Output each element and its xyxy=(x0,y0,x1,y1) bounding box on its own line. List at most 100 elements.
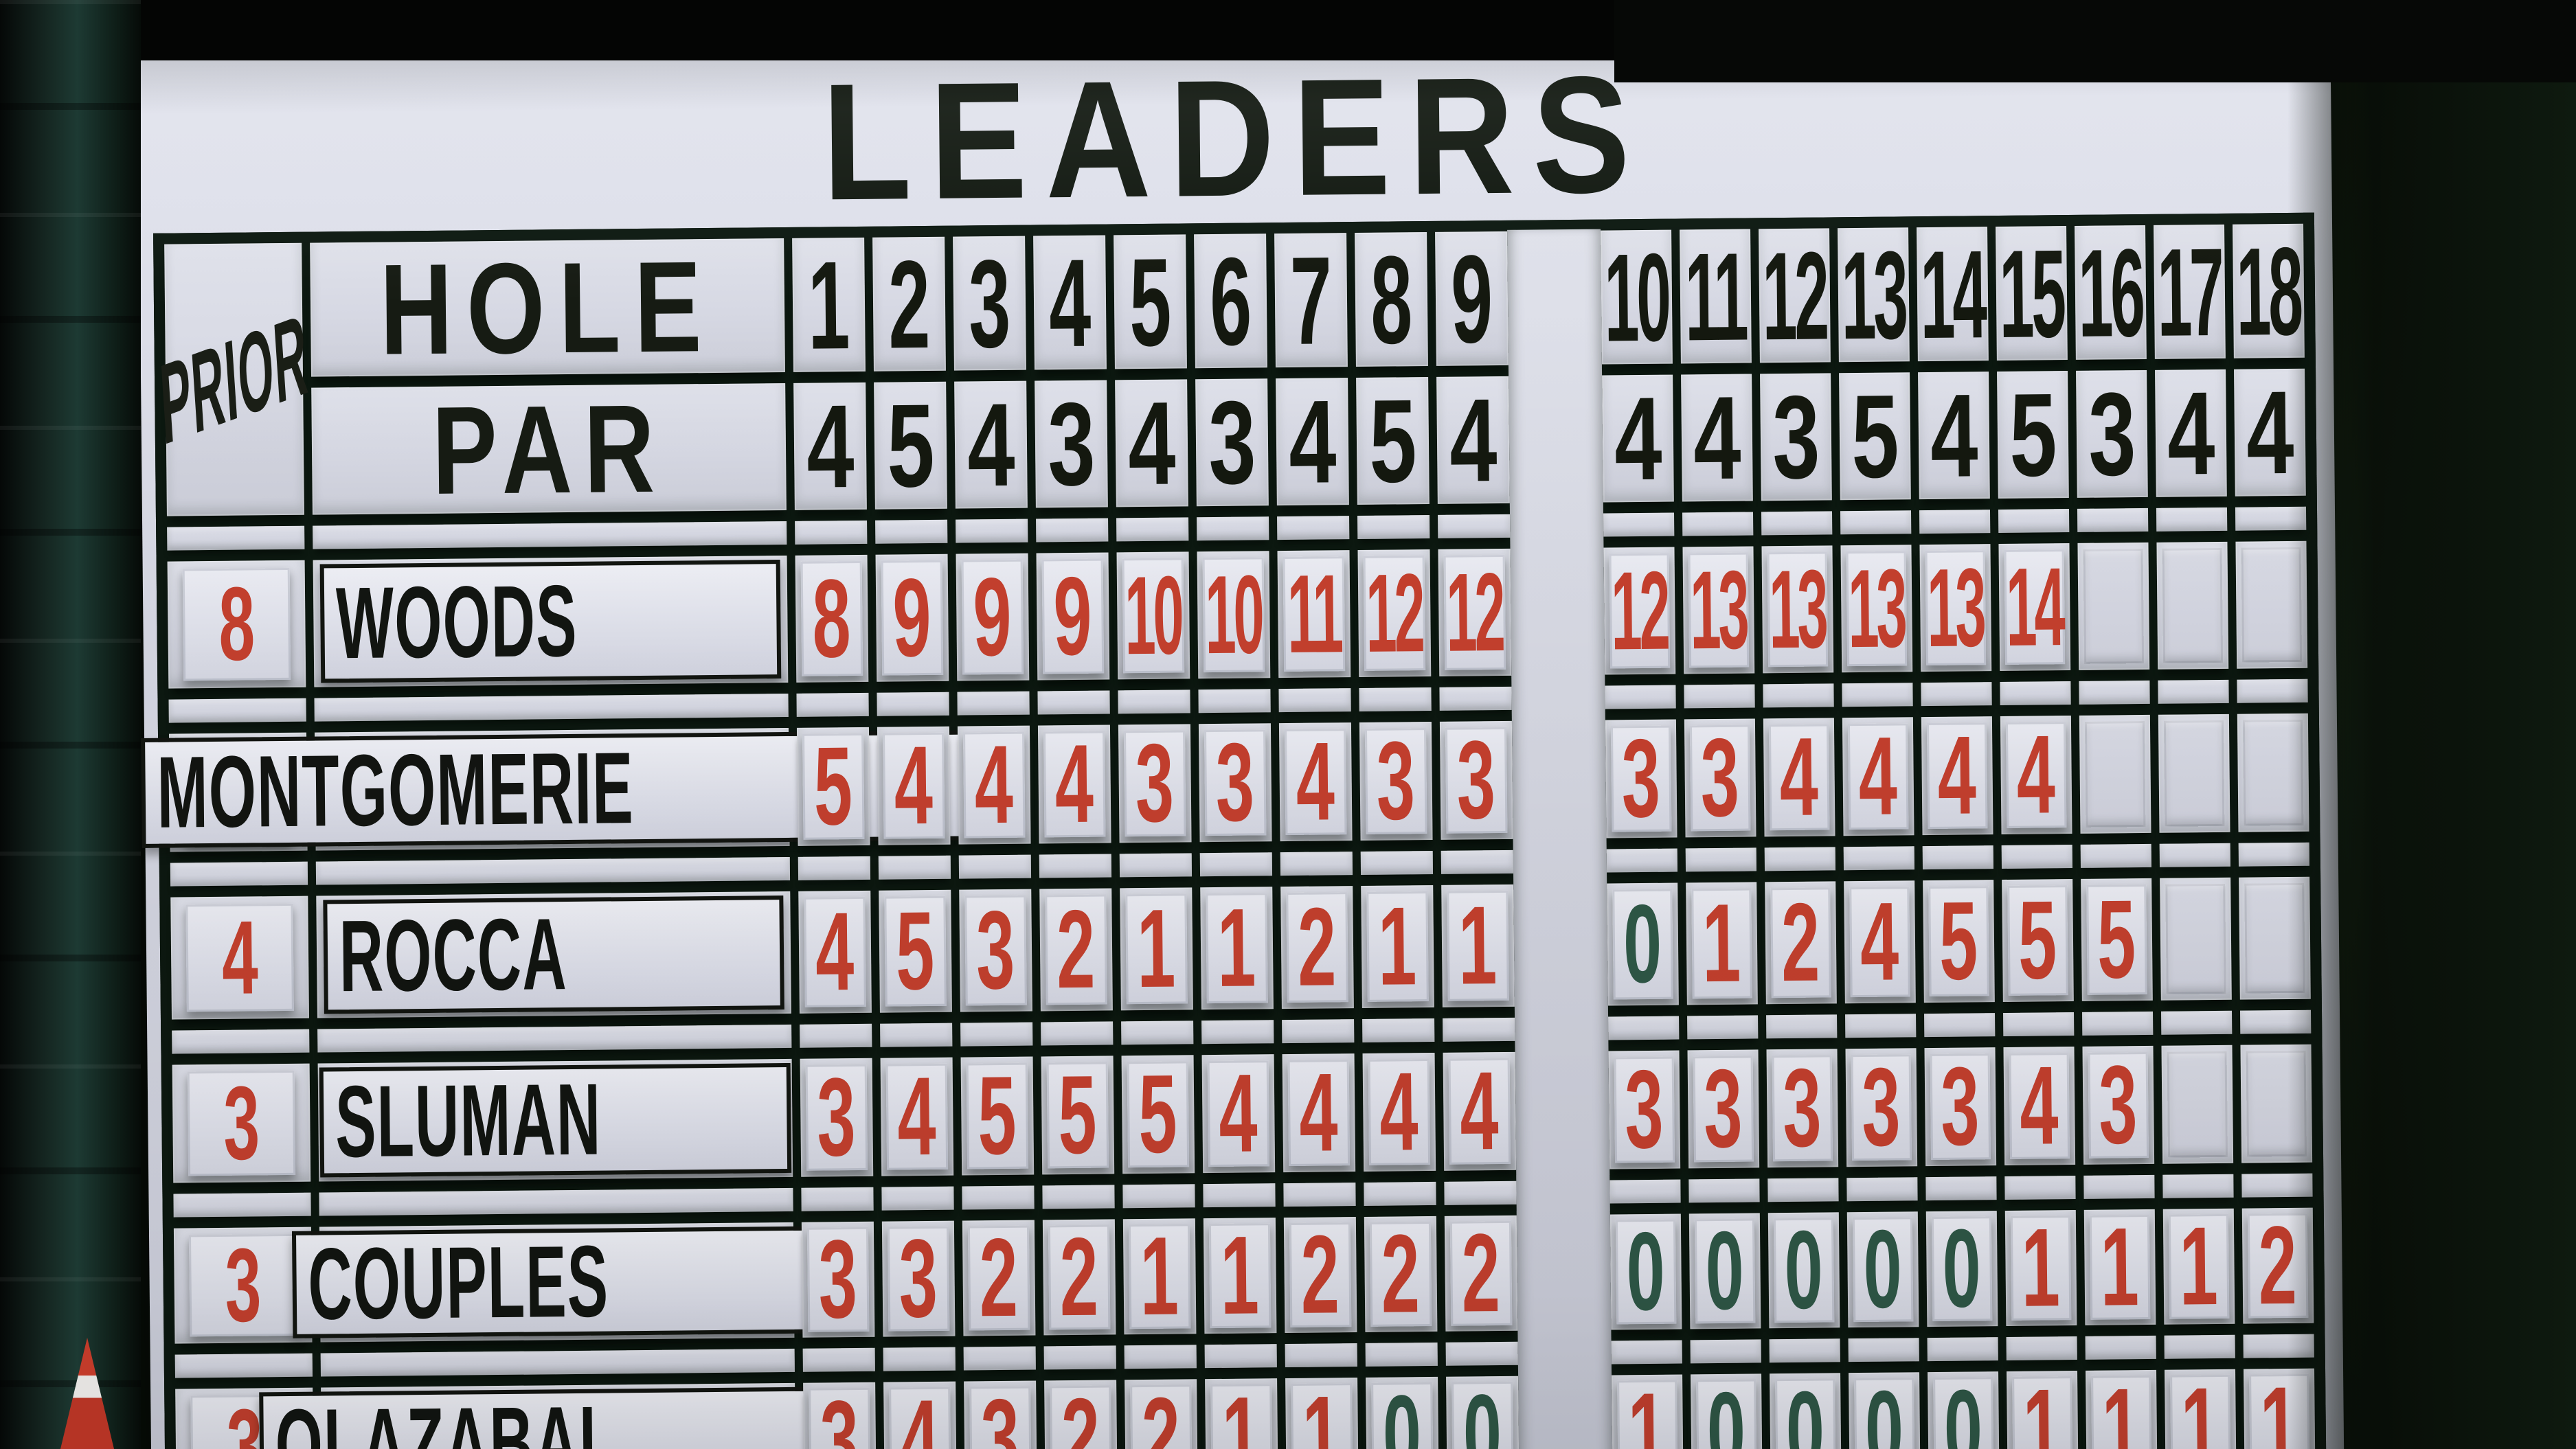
score-value: 2 xyxy=(1300,1212,1340,1337)
player-name: OLAZABAL xyxy=(275,1385,618,1449)
spacer-cell xyxy=(1684,684,1755,709)
score-cell: 5 xyxy=(1121,1052,1195,1176)
score-cell: 4 xyxy=(1921,713,1993,838)
score-value: 3 xyxy=(1135,720,1175,846)
score-value: 1 xyxy=(2180,1365,2221,1449)
score-cell: 2 xyxy=(1125,1374,1198,1449)
score-card: 4 xyxy=(1288,1050,1350,1175)
prior-column-header: PRIOR xyxy=(157,242,312,516)
spacer-cell xyxy=(963,1346,1036,1371)
score-card: 0 xyxy=(1695,1209,1756,1333)
spacer-cell xyxy=(962,1185,1035,1210)
score-card: 1 xyxy=(1447,883,1509,1008)
spacer-cell xyxy=(2080,843,2151,868)
score-value: 3 xyxy=(1456,718,1497,843)
hole-number-cell: 12 xyxy=(1759,225,1831,366)
spacer-cell xyxy=(1998,509,2070,534)
score-cell: 0 xyxy=(1691,1369,1763,1449)
spacer-cell xyxy=(800,1023,872,1048)
score-value: 12 xyxy=(1365,550,1423,676)
score-value: 3 xyxy=(980,1376,1021,1449)
score-cell: 2 xyxy=(1364,1211,1438,1336)
score-cell: 4 xyxy=(877,723,951,847)
score-card: 1 xyxy=(1617,1370,1678,1449)
score-value: 3 xyxy=(820,1378,860,1449)
score-card: 0 xyxy=(1774,1208,1835,1332)
par-number: 4 xyxy=(2167,367,2215,500)
spacer-cell xyxy=(174,1353,313,1378)
score-cell: 1 xyxy=(1441,883,1515,1008)
empty-score-card xyxy=(2164,720,2225,828)
score-card: 1 xyxy=(1691,881,1752,1005)
score-value: 3 xyxy=(1704,1046,1743,1172)
spacer-cell xyxy=(1362,1018,1435,1042)
hole-number: 2 xyxy=(888,233,931,375)
score-cell: 10 xyxy=(1197,551,1271,679)
score-cell: 5 xyxy=(960,1053,1035,1178)
score-cell: 1 xyxy=(2004,1205,2077,1330)
score-value: 2 xyxy=(1141,1374,1182,1449)
par-number-cell: 3 xyxy=(1195,376,1269,509)
spacer-cell xyxy=(1609,1179,1681,1204)
par-number-cell: 4 xyxy=(1436,374,1510,506)
score-value: 9 xyxy=(1053,554,1093,678)
score-cell: 1 xyxy=(1612,1370,1684,1449)
score-card: 10 xyxy=(1122,553,1184,678)
score-cell: 4 xyxy=(1362,1049,1436,1174)
spacer-cell xyxy=(2164,1334,2235,1359)
par-number-cell: 5 xyxy=(1839,370,1911,503)
hole-number-cell: 13 xyxy=(1838,225,1910,365)
hole-number: 6 xyxy=(1209,230,1252,372)
spacer-cell xyxy=(1444,1180,1517,1205)
score-card: 0 xyxy=(1775,1369,1836,1449)
score-cell: 3 xyxy=(1198,720,1272,845)
prior-label-text: PRIOR xyxy=(157,290,312,470)
prior-score-cell: 3 xyxy=(173,1226,313,1344)
spacer-cell xyxy=(1124,1345,1197,1369)
hole-number: 16 xyxy=(2077,222,2144,363)
score-cell: 1 xyxy=(1205,1373,1278,1449)
score-value: 1 xyxy=(2100,1205,2140,1330)
spacer-cell xyxy=(1122,1184,1195,1209)
score-cell: 4 xyxy=(880,1054,954,1178)
prior-score-value: 3 xyxy=(225,1387,263,1449)
name-placard: OLAZABAL xyxy=(259,1385,858,1449)
score-value: 13 xyxy=(1847,545,1906,671)
spacer-cell xyxy=(1767,1178,1839,1202)
prior-score-cell: 4 xyxy=(170,895,309,1020)
score-value: 13 xyxy=(1689,547,1748,672)
spacer-cell xyxy=(1204,1344,1277,1369)
traffic-cone xyxy=(60,1338,114,1449)
foliage-background xyxy=(2287,0,2576,1449)
empty-score-card xyxy=(2167,1051,2228,1159)
spacer-cell xyxy=(1197,516,1269,541)
score-card: 4 xyxy=(804,889,866,1014)
score-card: 5 xyxy=(2086,877,2147,1002)
spacer-cell xyxy=(1201,1020,1274,1045)
score-cell: 1 xyxy=(1122,1214,1197,1338)
spacer-cell xyxy=(1603,512,1675,537)
score-cell: 3 xyxy=(1924,1044,1997,1169)
spacer-cell xyxy=(1761,511,1833,536)
score-cell: 0 xyxy=(1688,1209,1761,1333)
score-cell: 2 xyxy=(1039,887,1113,1012)
score-card: 8 xyxy=(801,556,863,681)
hole-number-cell: 4 xyxy=(1033,232,1107,373)
score-value: 4 xyxy=(1054,721,1095,847)
score-value: 9 xyxy=(973,554,1013,679)
hole-number: 10 xyxy=(1603,227,1670,368)
score-cell: 1 xyxy=(1361,884,1434,1009)
name-placard: WOODS xyxy=(319,560,782,683)
score-cell: 12 xyxy=(1603,547,1676,675)
score-card: 0 xyxy=(1451,1371,1514,1449)
score-cell: 11 xyxy=(1277,550,1351,678)
score-card: 0 xyxy=(1616,1209,1677,1334)
score-value: 4 xyxy=(1299,1050,1339,1175)
score-card: 3 xyxy=(1445,718,1508,843)
spacer-cell xyxy=(1685,847,1757,872)
hole-number-cell: 14 xyxy=(1917,224,1989,365)
score-card: 3 xyxy=(1851,1045,1912,1170)
score-card: 1 xyxy=(1209,1213,1271,1338)
spacer-cell xyxy=(2156,507,2228,532)
score-card: 4 xyxy=(1769,715,1830,839)
